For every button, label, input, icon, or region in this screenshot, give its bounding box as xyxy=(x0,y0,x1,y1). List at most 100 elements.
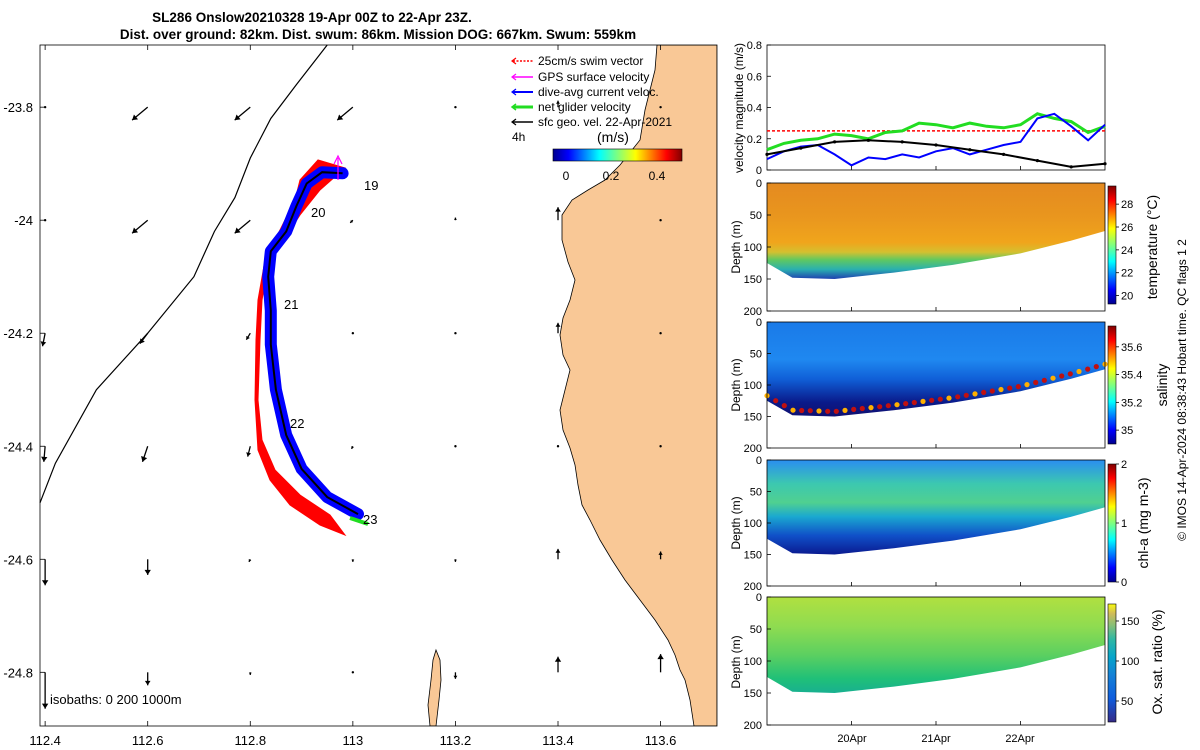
map-xtick-label: 113.4 xyxy=(542,733,574,748)
title-line-1: SL286 Onslow20210328 19-Apr 00Z to 22-Ap… xyxy=(152,10,472,25)
geo-velocity-arrow xyxy=(351,671,355,674)
map-x-axis: 112.4 112.6 112.8 113 113.2 113.4 113.6 xyxy=(29,45,676,748)
day-label-19: 19 xyxy=(364,178,378,193)
section-axis-ticks: 05010015020020222426280501001502003535.2… xyxy=(744,166,1142,732)
colorbar-tick-label: 50 xyxy=(1121,696,1133,708)
land-peninsula xyxy=(427,648,442,726)
geo-velocity-arrow xyxy=(454,332,457,335)
colorbar-unit: (m/s) xyxy=(597,129,629,145)
geo-velocity-arrow xyxy=(555,322,561,334)
colorbar-tick-label: 20 xyxy=(1121,291,1133,303)
geo-velocity-arrow xyxy=(556,445,560,448)
imos-footnote: © IMOS 14-Apr-2024 08:38:43 Hobart time.… xyxy=(1175,239,1189,541)
salinity-ylabel: Depth (m) xyxy=(729,358,743,411)
salinity-panel: salinity Depth (m) xyxy=(729,321,1170,449)
chla-panel: chl-a (mg m-3) Depth (m) xyxy=(729,459,1151,587)
geo-velocity-arrow xyxy=(248,672,252,675)
salinity-dot xyxy=(842,407,848,413)
geo-speed-point xyxy=(799,146,803,150)
velocity-axes xyxy=(766,44,1106,171)
geo-velocity-arrow xyxy=(40,333,47,347)
colorbar-tick-label: 0 xyxy=(1121,577,1127,589)
geo-velocity-arrows xyxy=(40,100,664,709)
temperature-panel: temperature (°C) Depth (m) xyxy=(729,182,1160,312)
section-ytick-label: 200 xyxy=(744,306,762,318)
geo-velocity-arrow xyxy=(41,672,49,709)
temperature-colorbar xyxy=(1107,185,1117,305)
colorbar-tick-2: 0.4 xyxy=(649,169,666,183)
geo-velocity-arrow xyxy=(246,446,252,457)
geo-velocity-arrow xyxy=(658,551,663,560)
salinity-high-dots xyxy=(764,361,1108,414)
legend-geo-velocity: sfc geo. vel. 22-Apr-2021 xyxy=(511,115,672,129)
salinity-dot xyxy=(799,407,805,414)
net-velocity-end-marker xyxy=(349,516,369,526)
title-line-2: Dist. over ground: 82km. Dist. swum: 86k… xyxy=(120,27,636,42)
colorbar-tick-label: 2 xyxy=(1121,459,1127,471)
section-ytick-label: 50 xyxy=(750,349,762,361)
geo-velocity-arrow xyxy=(659,445,662,448)
map-legend: 25cm/s swim vector GPS surface velocity … xyxy=(510,54,683,183)
legend-current-velocity: dive-avg current veloc. xyxy=(511,85,659,99)
velocity-ytick-label: 0.2 xyxy=(747,134,762,146)
section-ytick-label: 0 xyxy=(756,592,762,604)
salinity-colorbar xyxy=(1107,325,1117,445)
salinity-dot xyxy=(1015,384,1021,390)
isobaths-label: isobaths: 0 200 1000m xyxy=(50,692,182,707)
geo-speed-point xyxy=(1069,165,1073,169)
velocity-series xyxy=(765,112,1107,169)
geo-velocity-arrow xyxy=(454,445,457,448)
date-tick-22apr: 22Apr xyxy=(1005,733,1035,745)
day-label-22: 22 xyxy=(290,416,304,431)
salinity-dot xyxy=(868,405,874,411)
geo-velocity-arrow xyxy=(454,105,457,109)
colorbar-tick-label: 35 xyxy=(1121,425,1133,437)
geo-velocity-arrow xyxy=(139,332,149,345)
temperature-ylabel: Depth (m) xyxy=(729,220,743,273)
salinity-dot xyxy=(929,397,935,403)
velocity-ytick-label: 0 xyxy=(756,165,762,177)
day-label-23: 23 xyxy=(363,512,377,527)
section-ytick-label: 150 xyxy=(744,550,762,562)
section-ytick-label: 150 xyxy=(744,412,762,424)
geo-speed-point xyxy=(934,143,938,147)
chla-colorbar xyxy=(1107,463,1117,583)
geo-velocity-arrow xyxy=(453,672,458,679)
glider-track xyxy=(267,171,359,515)
salinity-dot xyxy=(1041,377,1047,383)
oxygen-colorbar xyxy=(1107,603,1117,723)
salinity-dot xyxy=(1093,364,1099,370)
colorbar-tick-label: 26 xyxy=(1121,222,1133,234)
geo-velocity-arrow xyxy=(657,654,664,673)
day-labels: 19 20 21 22 23 xyxy=(284,178,378,527)
salinity-dot xyxy=(790,407,796,413)
day-label-20: 20 xyxy=(311,205,325,220)
salinity-dot xyxy=(859,405,865,412)
oxygen-cblabel: Ox. sat. ratio (%) xyxy=(1149,609,1165,714)
salinity-dot xyxy=(920,398,926,404)
salinity-dot xyxy=(981,389,987,395)
land-mainland xyxy=(559,45,717,726)
map-xtick-label: 112.6 xyxy=(132,733,164,748)
geo-speed-point xyxy=(968,148,972,152)
legend-label-current: dive-avg current veloc. xyxy=(538,85,659,99)
section-ytick-label: 0 xyxy=(756,455,762,467)
salinity-dot xyxy=(1050,375,1056,381)
section-ytick-label: 200 xyxy=(744,581,762,593)
map-xtick-label: 113.6 xyxy=(645,733,677,748)
map-ytick-label: -24 xyxy=(14,213,33,228)
geo-velocity-arrow xyxy=(659,218,662,222)
velocity-panel: 0 0.2 0.4 0.6 0.8 velocity magnitude (m/s) xyxy=(732,40,1107,177)
geo-velocity-arrow xyxy=(555,207,561,221)
map-xtick-label: 112.4 xyxy=(29,733,61,748)
geo-velocity-arrow xyxy=(144,559,151,575)
colorbar-tick-label: 35.6 xyxy=(1121,342,1142,354)
map-panel: 19 20 21 22 23 112.4 112.6 112.8 113 113.2 11… xyxy=(3,44,718,748)
geo-velocity-arrow xyxy=(351,332,355,335)
salinity-dot xyxy=(1059,373,1065,379)
salinity-dot xyxy=(946,395,952,401)
section-ytick-label: 0 xyxy=(756,317,762,329)
geo-speed-point xyxy=(866,138,871,142)
salinity-dot xyxy=(894,402,900,408)
velocity-y-ticks: 0 0.2 0.4 0.6 0.8 xyxy=(747,40,771,177)
